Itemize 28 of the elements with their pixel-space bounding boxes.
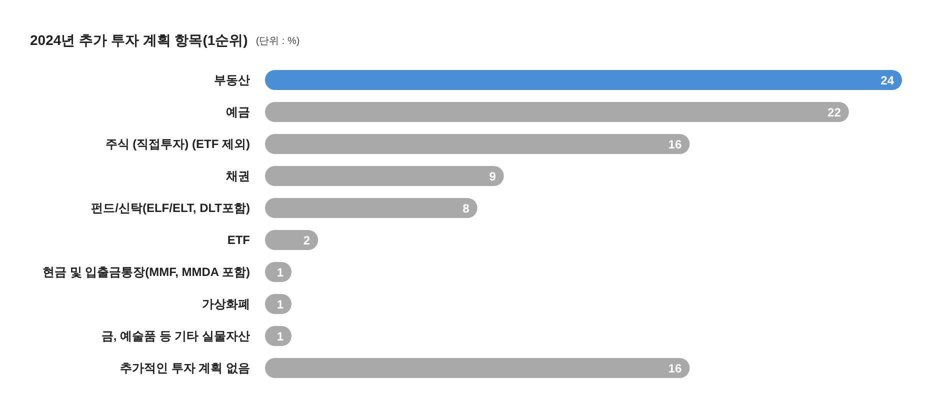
y-tick-label: ETF [227,233,250,247]
bar [265,198,478,218]
data-label: 16 [668,138,682,152]
data-label: 1 [276,266,284,280]
y-tick-label: 채권 [225,169,250,183]
text: 2024년 추가 투자 계획 항목(1순위) [30,32,248,48]
y-tick-label: 부동산 [214,73,250,87]
bar [265,358,690,378]
bar [265,102,849,122]
y-tick-label: 현금 및 입출금통장(MMF, MMDA 포함) [42,265,250,279]
bar [265,70,902,90]
y-tick-label: 금, 예술품 등 기타 실물자산 [101,329,250,343]
data-label: 9 [489,170,496,184]
y-tick-label: 가상화폐 [202,297,250,311]
data-label: 24 [880,74,894,88]
data-label: 22 [828,106,842,120]
y-tick-label: 주식 (직접투자) (ETF 제외) [105,137,250,151]
y-tick-label: 예금 [226,105,250,119]
data-label: 2 [303,234,310,248]
y-tick-label: 펀드/신탁(ELF/ELT, DLT포함) [91,201,250,215]
data-label: 8 [462,202,470,216]
bar [265,166,504,186]
y-tick-label: 추가적인 투자 계획 없음 [120,361,250,375]
data-label: 1 [276,298,284,312]
data-label: 1 [276,330,284,344]
data-label: 16 [668,362,682,376]
chart-subtitle: (단위 : %) [256,36,300,47]
bar [265,134,690,154]
